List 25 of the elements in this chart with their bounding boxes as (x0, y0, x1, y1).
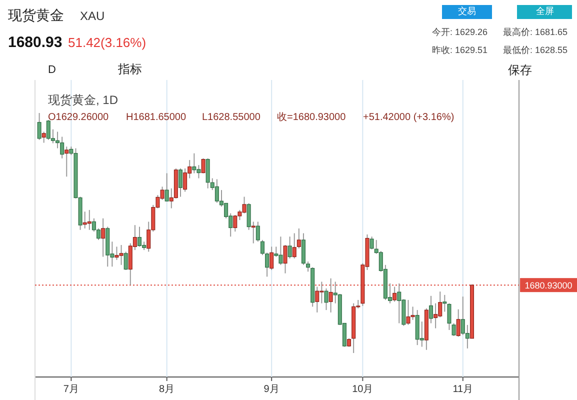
x-tick-label: 11月 (452, 384, 474, 395)
annotation: L1628.55000 (202, 112, 261, 123)
text: 现货黄金, 1D (48, 93, 118, 107)
x-tick-label: 8月 (159, 384, 175, 395)
x-tick-label: 7月 (63, 384, 79, 395)
x-tick-label: 10月 (352, 384, 374, 395)
text: XAU (80, 9, 105, 23)
text: 指标 (117, 62, 142, 76)
annotation: O1629.26000 (48, 112, 110, 123)
text: 1680.93000 (524, 280, 572, 291)
annotation: +51.42000 (+3.16%) (363, 112, 454, 123)
text: D (48, 64, 56, 76)
text: 昨收: 1629.51 (432, 45, 488, 55)
text: 保存 (508, 63, 532, 77)
annotation: 收=1680.93000 (277, 112, 346, 123)
text: 最低价: 1628.55 (503, 45, 568, 55)
text: 今开: 1629.26 (432, 27, 488, 37)
annotation: H1681.65000 (126, 112, 186, 123)
text: 交易 (458, 6, 476, 16)
chart-title: 现货黄金 (8, 7, 64, 23)
text: 最高价: 1681.65 (503, 27, 568, 37)
text: 全屏 (536, 6, 554, 16)
text: 51.42(3.16%) (68, 35, 146, 50)
x-tick-label: 9月 (264, 384, 280, 395)
text: 1680.93 (8, 34, 62, 51)
